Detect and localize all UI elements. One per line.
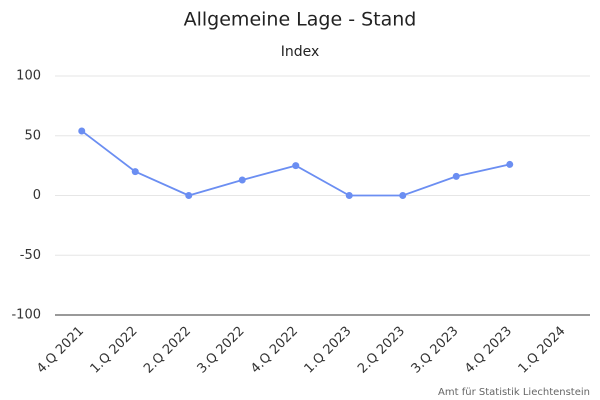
x-tick-label: 1.Q 2022 [88,324,141,377]
x-tick-label: 4.Q 2023 [462,324,515,377]
credits: Amt für Statistik Liechtenstein [438,387,590,398]
y-tick-label: -100 [11,308,41,323]
data-point [345,192,353,199]
chart-subtitle: Index [281,44,320,60]
data-point [506,160,514,168]
chart-title: Allgemeine Lage - Stand [184,9,417,31]
x-tick-label: 2.Q 2023 [355,324,408,377]
x-tick-label: 2.Q 2022 [141,324,194,377]
x-tick-label: 1.Q 2023 [302,324,355,377]
y-tick-label: 0 [33,188,41,203]
x-tick-label: 3.Q 2022 [195,324,248,377]
y-tick-label: 100 [16,69,41,84]
x-tick-label: 1.Q 2024 [516,324,569,377]
data-point [399,192,407,199]
y-tick-label: -50 [20,248,41,263]
data-point [131,168,139,176]
data-point [452,172,460,180]
x-tick-label: 4.Q 2022 [248,324,301,377]
x-tick-label: 3.Q 2023 [409,324,462,377]
data-point [185,192,193,199]
x-tick-label: 4.Q 2021 [34,324,87,377]
data-point [292,162,300,170]
data-point [238,176,246,184]
y-tick-label: 50 [24,128,41,143]
data-point [78,127,86,135]
